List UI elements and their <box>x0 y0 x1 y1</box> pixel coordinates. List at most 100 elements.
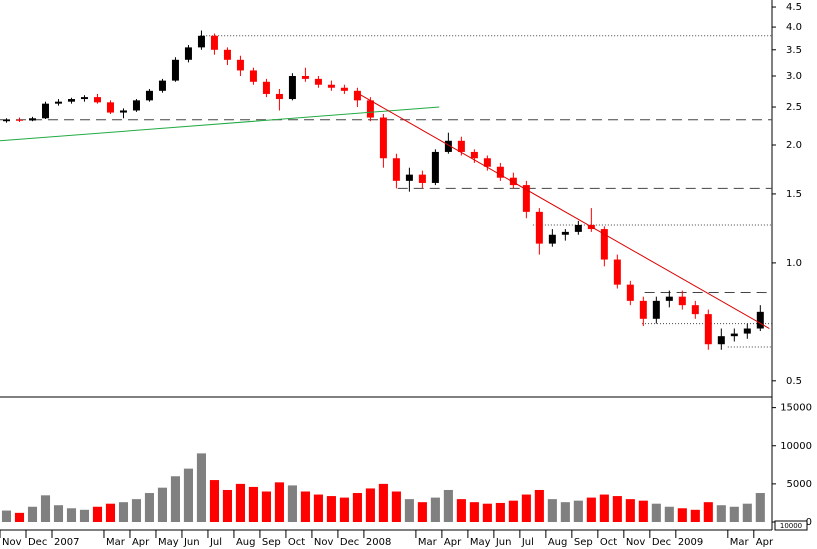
candle-body <box>535 211 543 244</box>
x-tick-label: Nov <box>314 537 334 548</box>
volume-bar <box>716 505 726 522</box>
volume-bar <box>417 502 427 522</box>
volume-bar <box>547 499 557 522</box>
volume-bar <box>664 506 674 522</box>
volume-bar <box>144 493 155 522</box>
x-tick-label: Aug <box>236 537 256 548</box>
candle-body <box>496 166 504 178</box>
candle-body <box>275 93 283 100</box>
candle-body <box>314 78 322 85</box>
volume-bar <box>690 509 700 522</box>
x-tick-label: Mar <box>730 537 750 548</box>
candle-body <box>119 110 127 113</box>
candle-body <box>80 97 88 100</box>
x-tick-label: Oct <box>288 537 305 548</box>
volume-bar <box>599 494 609 522</box>
x-tick-label: Nov <box>626 537 646 548</box>
y-tick-label: 1.0 <box>786 258 802 269</box>
volume-bar <box>105 503 116 522</box>
candle-body <box>41 103 49 119</box>
volume-bar <box>40 495 51 522</box>
volume-bar <box>729 506 739 522</box>
candle-body <box>574 224 582 232</box>
volume-bar <box>27 506 38 522</box>
trend-line <box>0 106 440 142</box>
candle-body <box>756 311 764 329</box>
volume-unit: 10000 <box>780 522 802 530</box>
volume-bar <box>703 502 713 522</box>
x-tick-label: Jun <box>183 537 200 548</box>
volume-bar <box>222 489 232 522</box>
volume-bar <box>313 494 323 522</box>
volume-bar <box>131 499 142 522</box>
candle-body <box>431 151 439 183</box>
candle-body <box>262 81 270 94</box>
candle-body <box>210 35 218 50</box>
volume-bar <box>274 482 284 522</box>
candle-body <box>171 59 179 81</box>
candle-body <box>626 284 634 301</box>
trend-line <box>359 94 770 329</box>
candle-body <box>483 158 491 167</box>
volume-bar <box>469 502 479 522</box>
volume-bar <box>261 491 271 522</box>
volume-bar <box>287 485 297 522</box>
volume-bar <box>677 508 687 522</box>
candle-body <box>28 118 36 121</box>
candle-body <box>197 35 205 48</box>
candle-body <box>561 231 569 235</box>
volume-bar <box>482 503 492 522</box>
candle-body <box>548 234 556 244</box>
volume-bar <box>586 497 596 522</box>
volume-bar <box>508 500 518 522</box>
volume-bar <box>14 512 25 522</box>
candle-body <box>54 101 62 104</box>
volume-tick-label: 5000 <box>787 479 812 490</box>
volume-bar <box>573 500 583 522</box>
volume-bar <box>404 499 414 522</box>
candle-body <box>600 229 608 260</box>
candle-body <box>522 185 530 212</box>
x-tick-label: May <box>470 537 491 548</box>
volume-bar <box>352 493 362 522</box>
candle-body <box>405 174 413 181</box>
candle-body <box>691 305 699 315</box>
x-tick-label: Apr <box>132 537 150 548</box>
volume-bar <box>300 491 310 522</box>
candle-body <box>717 336 725 345</box>
x-tick-label: Apr <box>444 537 462 548</box>
volume-bar <box>560 502 570 522</box>
volume-bar <box>495 502 505 522</box>
volume-bar <box>651 503 661 522</box>
x-tick-label: Aug <box>548 537 568 548</box>
candle-body <box>158 80 166 91</box>
candle-body <box>132 100 140 111</box>
x-tick-label: Nov <box>2 537 22 548</box>
candle-body <box>379 117 387 159</box>
y-tick-label: 4.0 <box>786 22 802 33</box>
y-tick-label: 1.5 <box>786 189 802 200</box>
volume-bar <box>209 480 219 522</box>
volume-bar <box>534 489 544 522</box>
unit-box <box>774 520 808 531</box>
volume-bar <box>170 476 181 522</box>
volume-bar <box>196 453 206 522</box>
x-tick-label: Jul <box>521 537 534 548</box>
candle-body <box>665 296 673 301</box>
candle-body <box>366 100 374 118</box>
x-tick-label: 2008 <box>366 537 391 548</box>
candle-body <box>470 151 478 159</box>
candle-body <box>678 296 686 306</box>
candle-body <box>743 328 751 334</box>
volume-bar <box>521 494 531 522</box>
volume-bar <box>625 499 635 522</box>
volume-bar <box>612 496 622 522</box>
y-tick-label: 2.0 <box>786 140 802 151</box>
candle-body <box>613 259 621 285</box>
y-tick-label: 2.5 <box>786 102 802 113</box>
candle-body <box>652 300 660 319</box>
x-tick-label: Mar <box>418 537 438 548</box>
candle-body <box>145 90 153 101</box>
volume-bar <box>53 505 64 522</box>
